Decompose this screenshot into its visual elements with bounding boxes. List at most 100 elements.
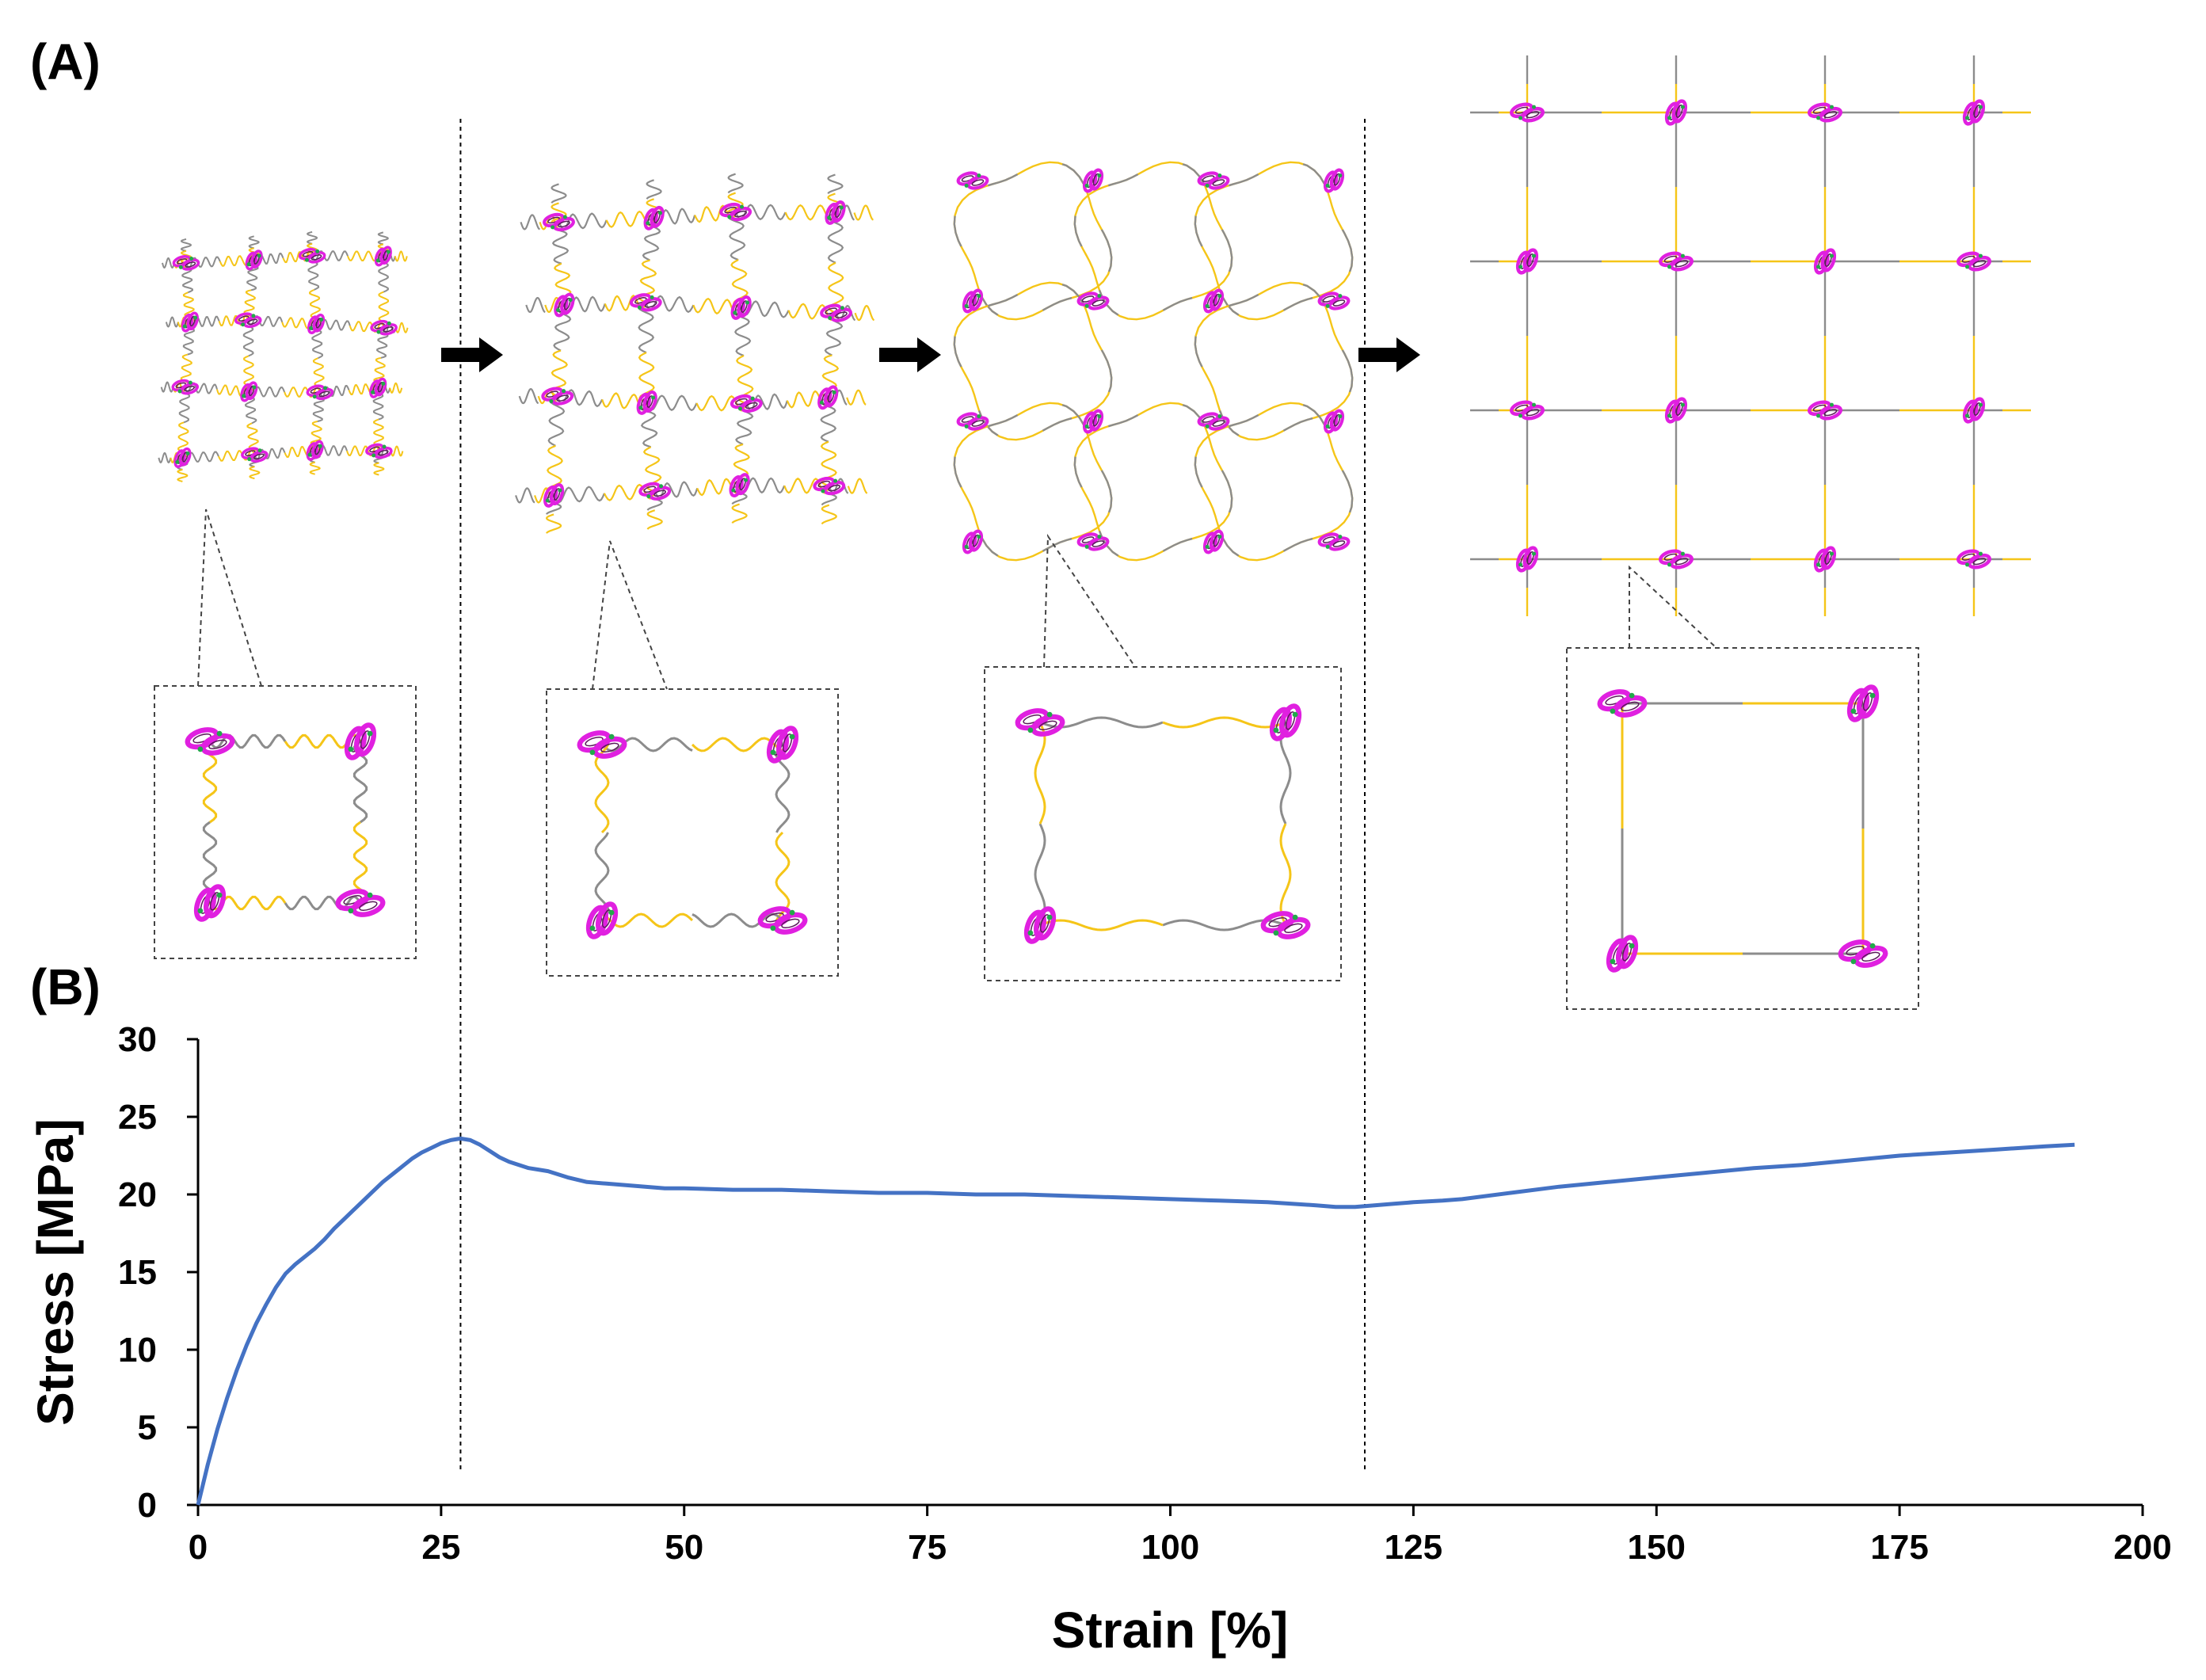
ring-inner-icon xyxy=(971,420,985,427)
crosslink-dot-icon xyxy=(1097,294,1102,299)
yellow-chain-segment xyxy=(373,462,385,476)
crosslink-dot-icon xyxy=(1610,708,1616,714)
crosslink-dot-icon xyxy=(242,394,246,398)
crosslink-dot-icon xyxy=(257,448,262,453)
ring-inner-icon xyxy=(827,390,835,403)
crosslink-dot-icon xyxy=(555,307,560,312)
crosslink-dot-icon xyxy=(770,925,776,931)
ring-icon xyxy=(1613,695,1648,718)
panel-label-a: (A) xyxy=(30,33,101,90)
ring-icon xyxy=(1087,295,1110,310)
gray-chain-segment xyxy=(312,391,325,422)
gray-chain-segment xyxy=(247,315,284,327)
crosslink-dot-icon xyxy=(1325,544,1330,549)
crosslink-dot-icon xyxy=(216,730,223,737)
ring-inner-icon xyxy=(1823,111,1838,119)
yellow-chain-segment xyxy=(177,468,189,482)
ring-inner-icon xyxy=(1202,416,1215,423)
ring-inner-icon xyxy=(1514,106,1529,114)
x-tick-label: 50 xyxy=(665,1528,703,1567)
ring-inner-icon xyxy=(835,311,848,318)
gray-chain-segment xyxy=(646,179,662,200)
crosslink-dot-icon xyxy=(348,908,354,914)
crosslink-dot-icon xyxy=(740,204,745,209)
ring-icon xyxy=(642,390,657,413)
crosslink-dot-icon xyxy=(381,381,386,386)
x-tick-label: 75 xyxy=(908,1528,947,1567)
crosslink-dot-icon xyxy=(833,478,838,483)
crosslink-dot-icon xyxy=(251,314,256,318)
ring-icon xyxy=(1856,684,1880,719)
ring-inner-icon xyxy=(1526,551,1534,565)
ring-icon xyxy=(203,884,227,919)
crosslink-dot-icon xyxy=(658,211,663,215)
crosslink-dot-icon xyxy=(1217,414,1222,419)
ring-inner-icon xyxy=(1961,255,1975,263)
ring-inner-icon xyxy=(1973,105,1981,118)
ring-icon xyxy=(1969,397,1986,421)
crosslink-dot-icon xyxy=(1205,544,1210,549)
ring-inner-icon xyxy=(739,478,746,490)
yellow-chain-segment xyxy=(551,202,567,223)
crosslink-dot-icon xyxy=(1084,544,1089,549)
ring-icon xyxy=(351,894,386,917)
gray-chain-segment xyxy=(515,487,535,504)
yellow-chain-segment xyxy=(1034,722,1046,825)
gray-chain-segment xyxy=(160,381,174,393)
crosslink-dot-icon xyxy=(549,399,554,404)
ring-inner-icon xyxy=(765,912,784,923)
crosslink-dot-icon xyxy=(1273,930,1279,936)
ring-icon xyxy=(968,288,984,311)
crosslink-dot-icon xyxy=(977,173,981,178)
crosslink-dot-icon xyxy=(1518,413,1523,418)
gray-chain-segment xyxy=(208,733,287,749)
crosslink-dot-icon xyxy=(789,909,795,916)
yellow-chain-segment xyxy=(847,478,868,494)
network-stage-yield xyxy=(515,173,874,534)
ring-inner-icon xyxy=(1202,175,1215,182)
crosslink-dot-icon xyxy=(1531,402,1536,407)
crosslink-dot-icon xyxy=(367,892,373,898)
ring-inner-icon xyxy=(245,450,256,456)
crosslink-dot-icon xyxy=(1097,173,1102,178)
ring-inner-icon xyxy=(1284,923,1303,934)
crosslink-dot-icon xyxy=(188,380,192,385)
crosslink-dot-icon xyxy=(789,733,795,740)
y-tick-label: 15 xyxy=(118,1253,157,1292)
crosslink-dot-icon xyxy=(1325,424,1330,429)
crosslink-dot-icon xyxy=(562,215,567,219)
crosslink-dot-icon xyxy=(821,489,825,493)
ring-inner-icon xyxy=(318,390,330,398)
crosslink-dot-icon xyxy=(558,488,562,493)
cell-loop-gray xyxy=(1194,281,1354,441)
ring-inner-icon xyxy=(1675,260,1689,268)
ring-icon xyxy=(200,733,235,756)
ring-inner-icon xyxy=(302,250,314,257)
gray-chain-segment xyxy=(311,250,349,261)
arrow-right-icon xyxy=(441,337,503,372)
ring-icon xyxy=(823,480,846,496)
y-axis-title: Stress [MPa] xyxy=(27,1118,84,1426)
x-tick-label: 175 xyxy=(1870,1528,1928,1567)
ring-inner-icon xyxy=(1972,558,1987,566)
crosslink-dot-icon xyxy=(1531,253,1536,258)
ring-inner-icon xyxy=(972,293,980,307)
ring-inner-icon xyxy=(360,730,371,749)
x-axis-title: Strain [%] xyxy=(1052,1602,1289,1659)
x-tick-label: 150 xyxy=(1628,1528,1686,1567)
schematic-panel xyxy=(154,55,2031,1010)
ring-inner-icon xyxy=(634,297,647,304)
ring-icon xyxy=(179,447,192,467)
stress-strain-chart: 0 25 50 75 100 125 150 175 200 0 5 10 15 20 25 30 Stra… xyxy=(27,119,2172,1659)
crosslink-dot-icon xyxy=(371,390,375,394)
crosslink-dot-icon xyxy=(562,389,566,394)
ring-icon xyxy=(968,529,984,552)
yellow-chain-segment xyxy=(821,504,837,524)
crosslink-dot-icon xyxy=(1338,173,1343,178)
crosslink-dot-icon xyxy=(646,221,650,226)
crosslink-dot-icon xyxy=(545,498,550,503)
crosslink-dot-icon xyxy=(839,205,844,210)
ring-inner-icon xyxy=(175,382,187,389)
crosslink-dot-icon xyxy=(185,451,190,455)
inset-frame xyxy=(1566,647,1919,1010)
